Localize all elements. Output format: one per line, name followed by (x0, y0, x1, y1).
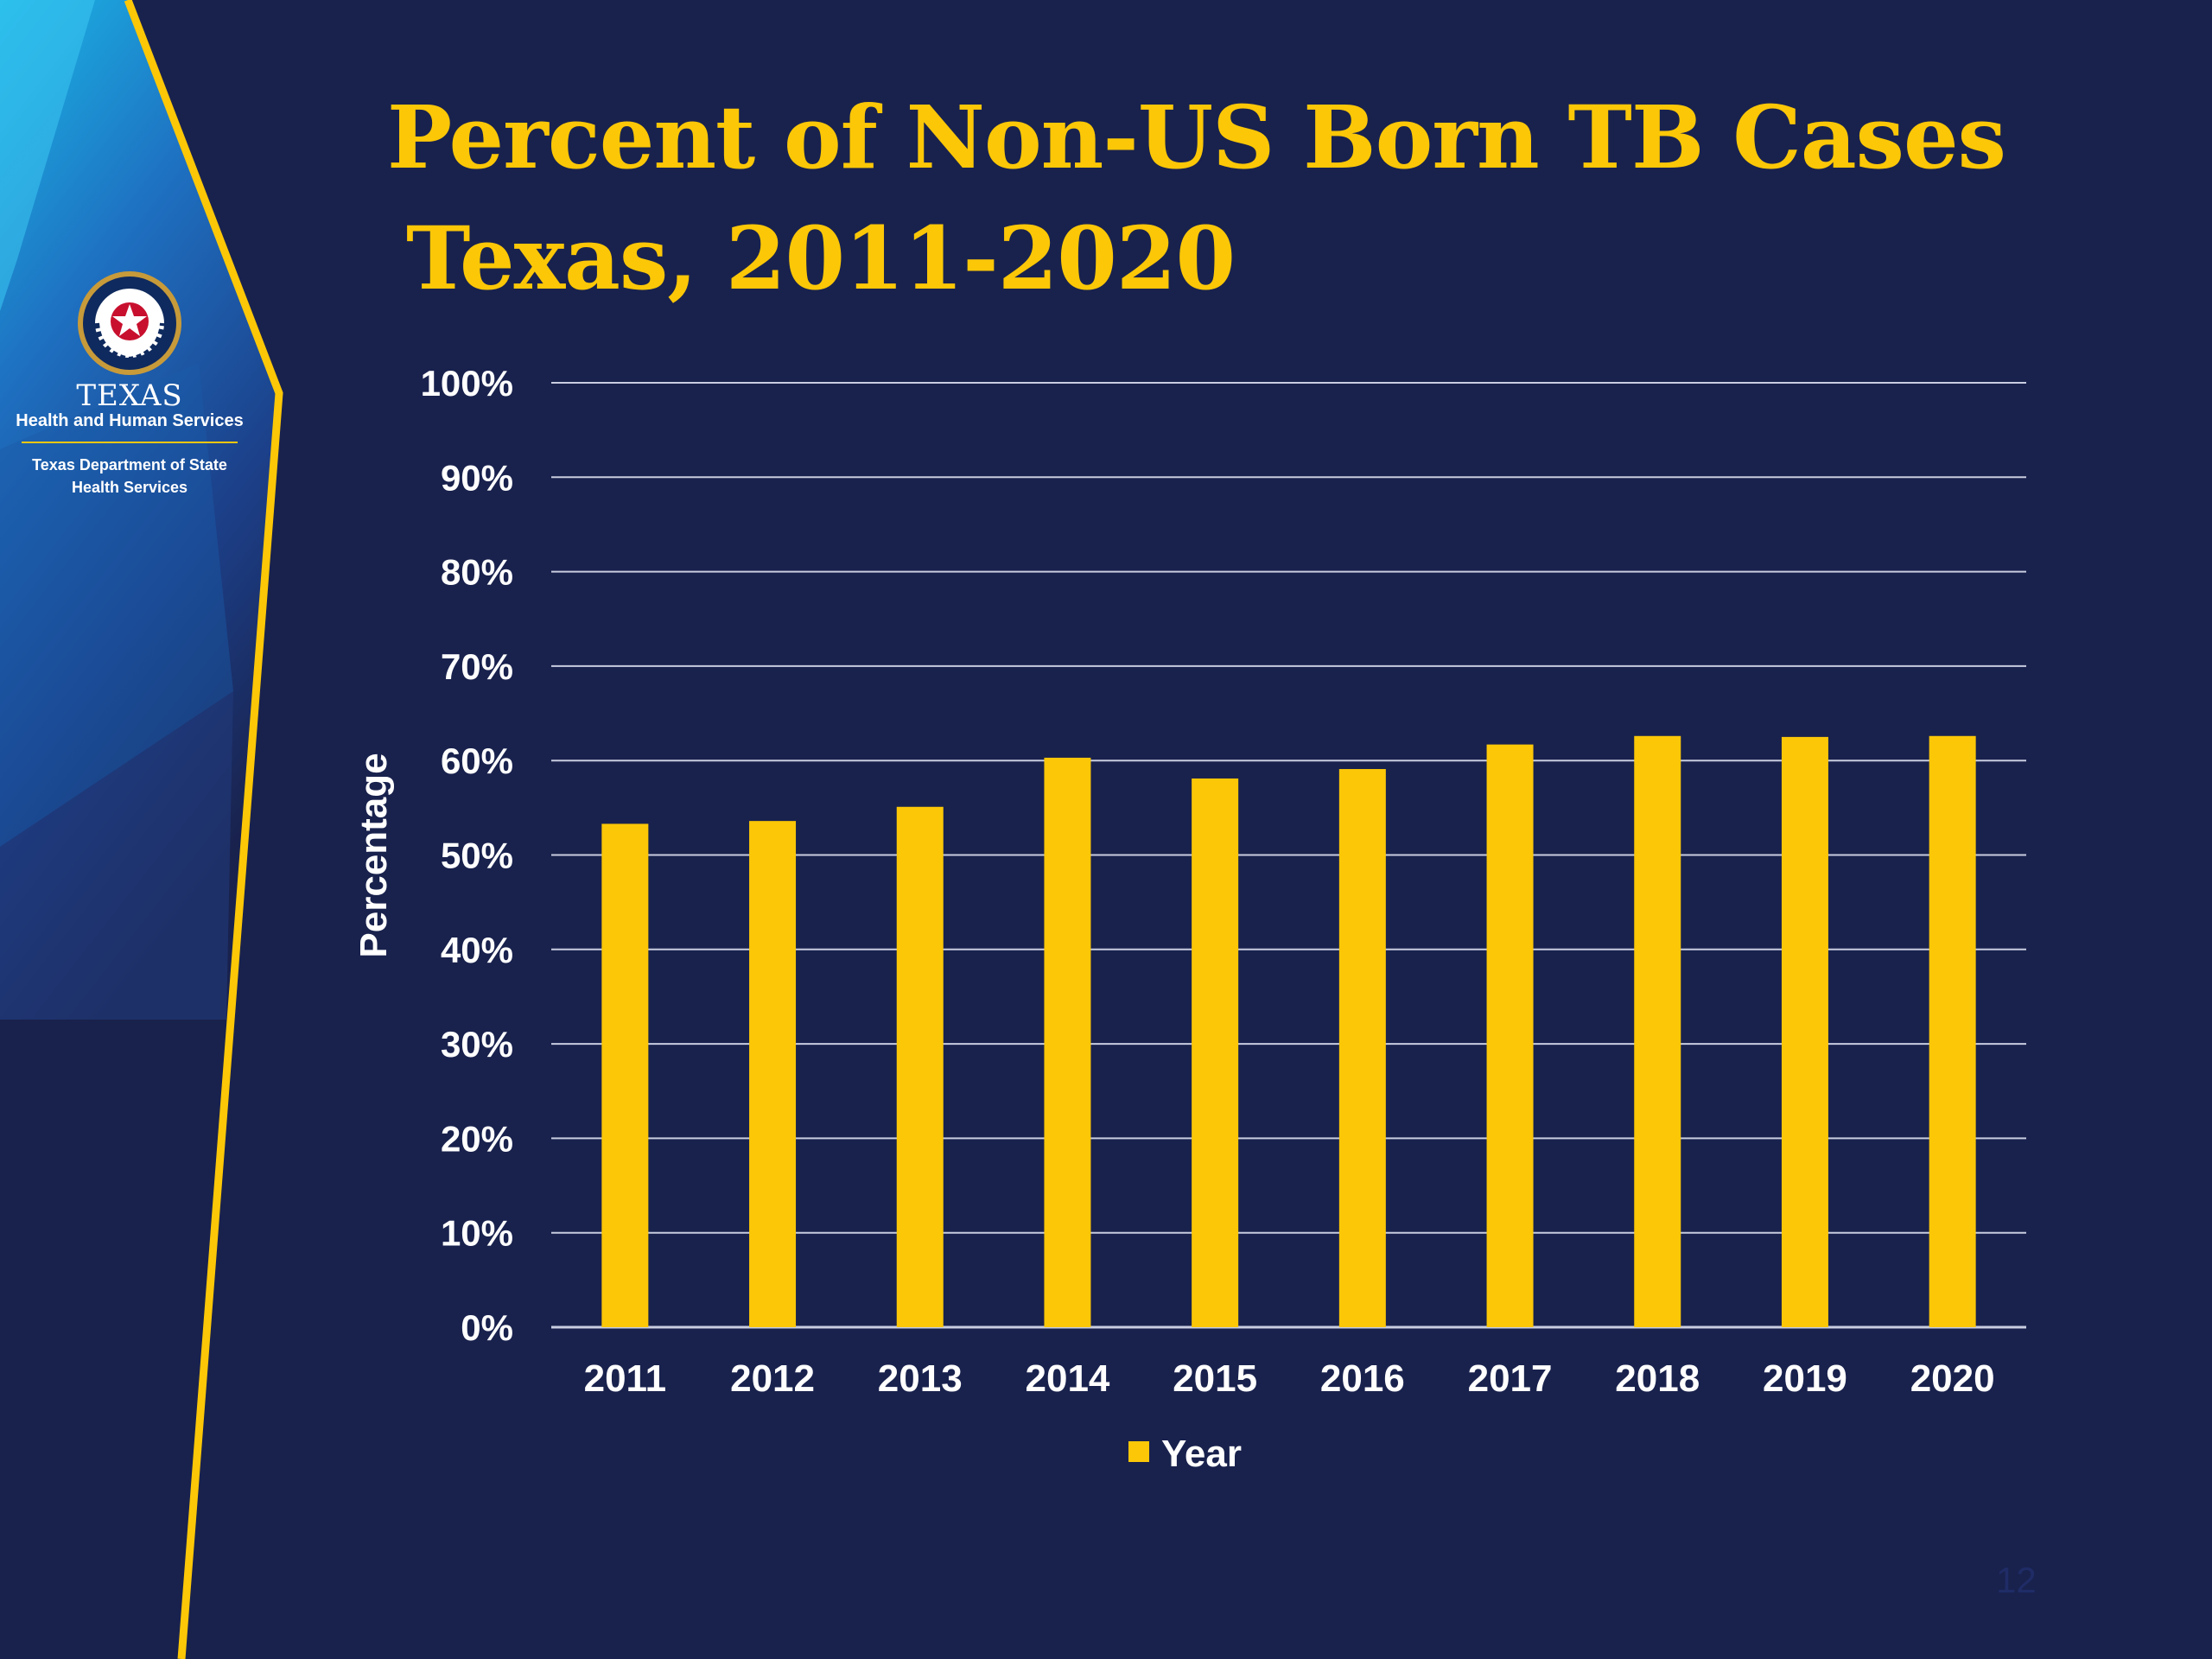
logo-agency-text: Health and Human Services (16, 411, 244, 430)
bar (1044, 757, 1091, 1327)
bar (749, 821, 797, 1327)
bar (1929, 735, 1976, 1327)
legend-swatch (1128, 1441, 1149, 1462)
x-tick-label: 2014 (1026, 1357, 1110, 1400)
y-tick-label: 0% (461, 1307, 513, 1348)
bar (1634, 735, 1681, 1327)
bar (1338, 769, 1386, 1327)
x-tick-label: 2020 (1910, 1357, 1995, 1400)
x-tick-label: 2015 (1173, 1357, 1257, 1400)
x-tick-label: 2019 (1763, 1357, 1847, 1400)
y-tick-label: 60% (441, 741, 513, 781)
side-panel-graphic (0, 0, 283, 1659)
x-tick-label: 2011 (584, 1357, 666, 1400)
x-tick-label: 2017 (1468, 1357, 1553, 1400)
bar (1486, 744, 1534, 1327)
bar (1192, 778, 1239, 1327)
y-tick-label: 80% (441, 552, 513, 593)
logo-divider (22, 442, 238, 443)
agency-logo: TEXAS Health and Human Services Texas De… (0, 259, 259, 499)
slide-title-line-2: Texas, 2011-2020 (406, 207, 1236, 309)
x-tick-label: 2018 (1615, 1357, 1700, 1400)
texas-seal-icon (78, 271, 181, 375)
y-tick-label: 100% (421, 363, 513, 404)
logo-texas-text: TEXAS (76, 378, 183, 413)
logo-department-text: Texas Department of State Health Service… (32, 456, 227, 496)
y-tick-label: 70% (441, 646, 513, 687)
y-tick-label: 30% (441, 1024, 513, 1065)
bar (601, 823, 649, 1327)
x-tick-label: 2012 (730, 1357, 815, 1400)
x-tick-label: 2013 (878, 1357, 963, 1400)
x-tick-label: 2016 (1320, 1357, 1405, 1400)
y-tick-label: 20% (441, 1118, 513, 1159)
page-number: 12 (1996, 1560, 2037, 1600)
bar (1781, 736, 1828, 1327)
bar (896, 806, 944, 1327)
slide-title-line-1: Percent of Non-US Born TB Cases (387, 86, 2006, 188)
y-tick-label: 90% (441, 457, 513, 498)
y-tick-label: 40% (441, 930, 513, 970)
y-tick-label: 50% (441, 836, 513, 876)
y-tick-label: 10% (441, 1213, 513, 1254)
legend-label: Year (1161, 1433, 1242, 1475)
y-axis-label: Percentage (353, 753, 395, 957)
